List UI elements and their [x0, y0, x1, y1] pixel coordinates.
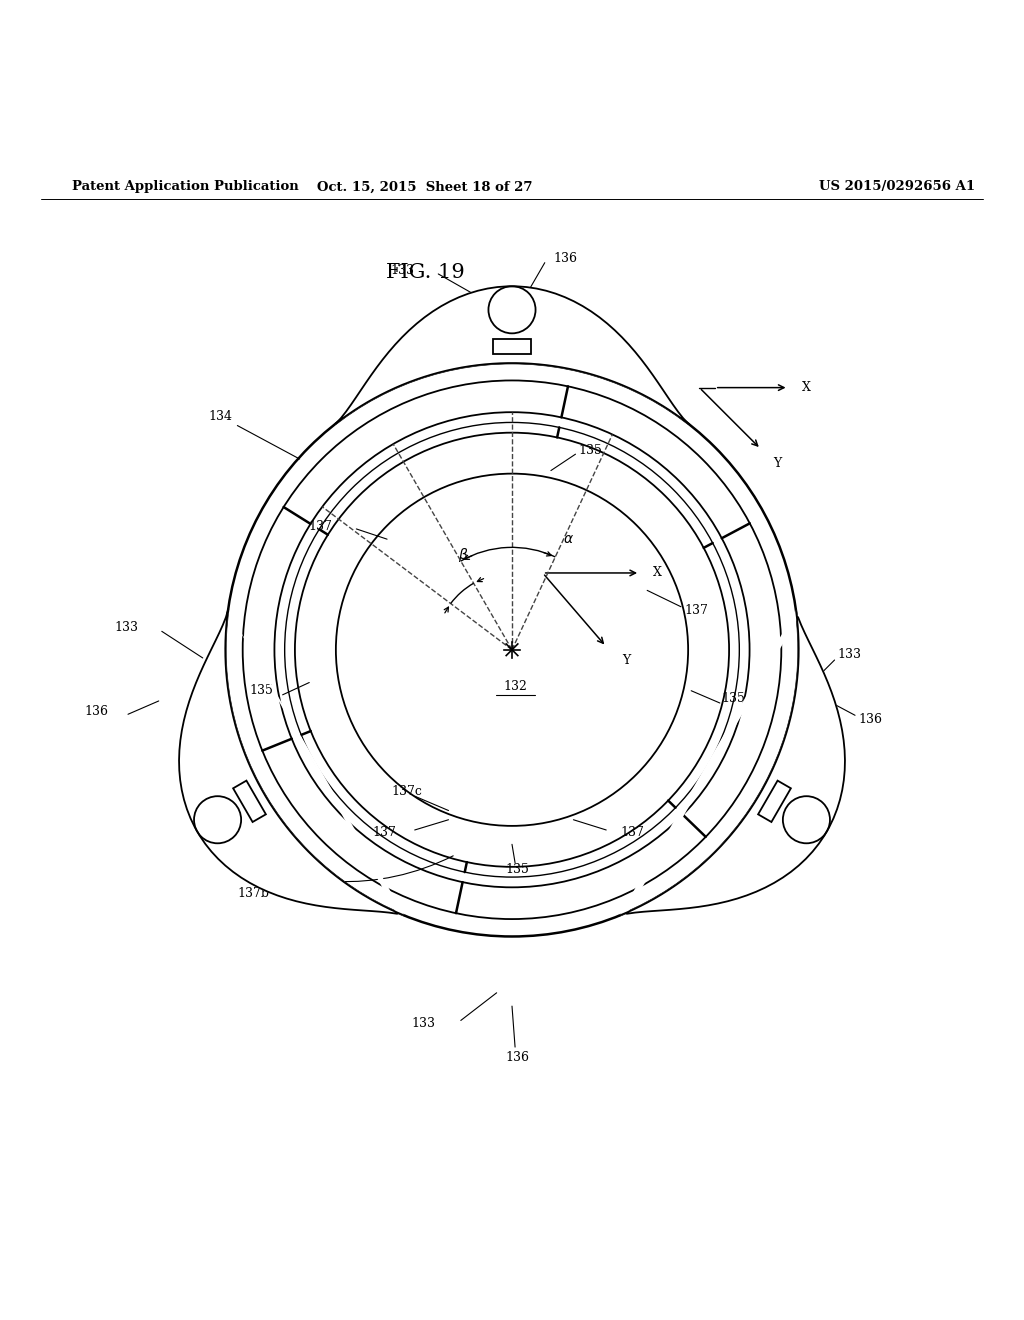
Text: FIG. 19: FIG. 19	[386, 264, 464, 282]
Text: 137b: 137b	[238, 887, 269, 900]
Text: 133: 133	[412, 1016, 435, 1030]
Text: 134: 134	[208, 409, 300, 459]
Text: 137: 137	[621, 825, 645, 838]
Text: 135: 135	[249, 684, 273, 697]
Text: 132: 132	[503, 681, 527, 693]
Polygon shape	[758, 780, 791, 822]
Text: $\beta$: $\beta$	[458, 545, 468, 564]
Text: Y: Y	[623, 653, 631, 667]
Polygon shape	[233, 780, 266, 822]
Text: X: X	[653, 566, 663, 579]
Text: 135: 135	[722, 693, 745, 705]
Text: 137: 137	[309, 520, 333, 533]
Text: 136: 136	[505, 1051, 529, 1064]
Text: Oct. 15, 2015  Sheet 18 of 27: Oct. 15, 2015 Sheet 18 of 27	[317, 181, 532, 194]
Text: $\alpha$: $\alpha$	[563, 532, 573, 546]
Text: 137c: 137c	[391, 784, 422, 797]
Text: US 2015/0292656 A1: US 2015/0292656 A1	[819, 181, 975, 194]
Text: 136: 136	[84, 705, 108, 718]
Text: 135: 135	[579, 444, 602, 457]
Text: 137: 137	[372, 825, 396, 838]
Text: X: X	[802, 381, 811, 395]
Text: 135: 135	[505, 863, 529, 876]
Text: 136: 136	[858, 713, 882, 726]
Text: 131: 131	[305, 855, 454, 887]
Text: 136: 136	[553, 252, 577, 265]
Text: 133: 133	[115, 620, 138, 634]
Text: 137: 137	[684, 605, 708, 618]
Text: 133: 133	[391, 264, 415, 277]
Text: Y: Y	[773, 457, 781, 470]
Text: Patent Application Publication: Patent Application Publication	[72, 181, 298, 194]
Text: 133: 133	[838, 648, 861, 661]
Polygon shape	[493, 339, 531, 354]
Polygon shape	[336, 286, 688, 424]
